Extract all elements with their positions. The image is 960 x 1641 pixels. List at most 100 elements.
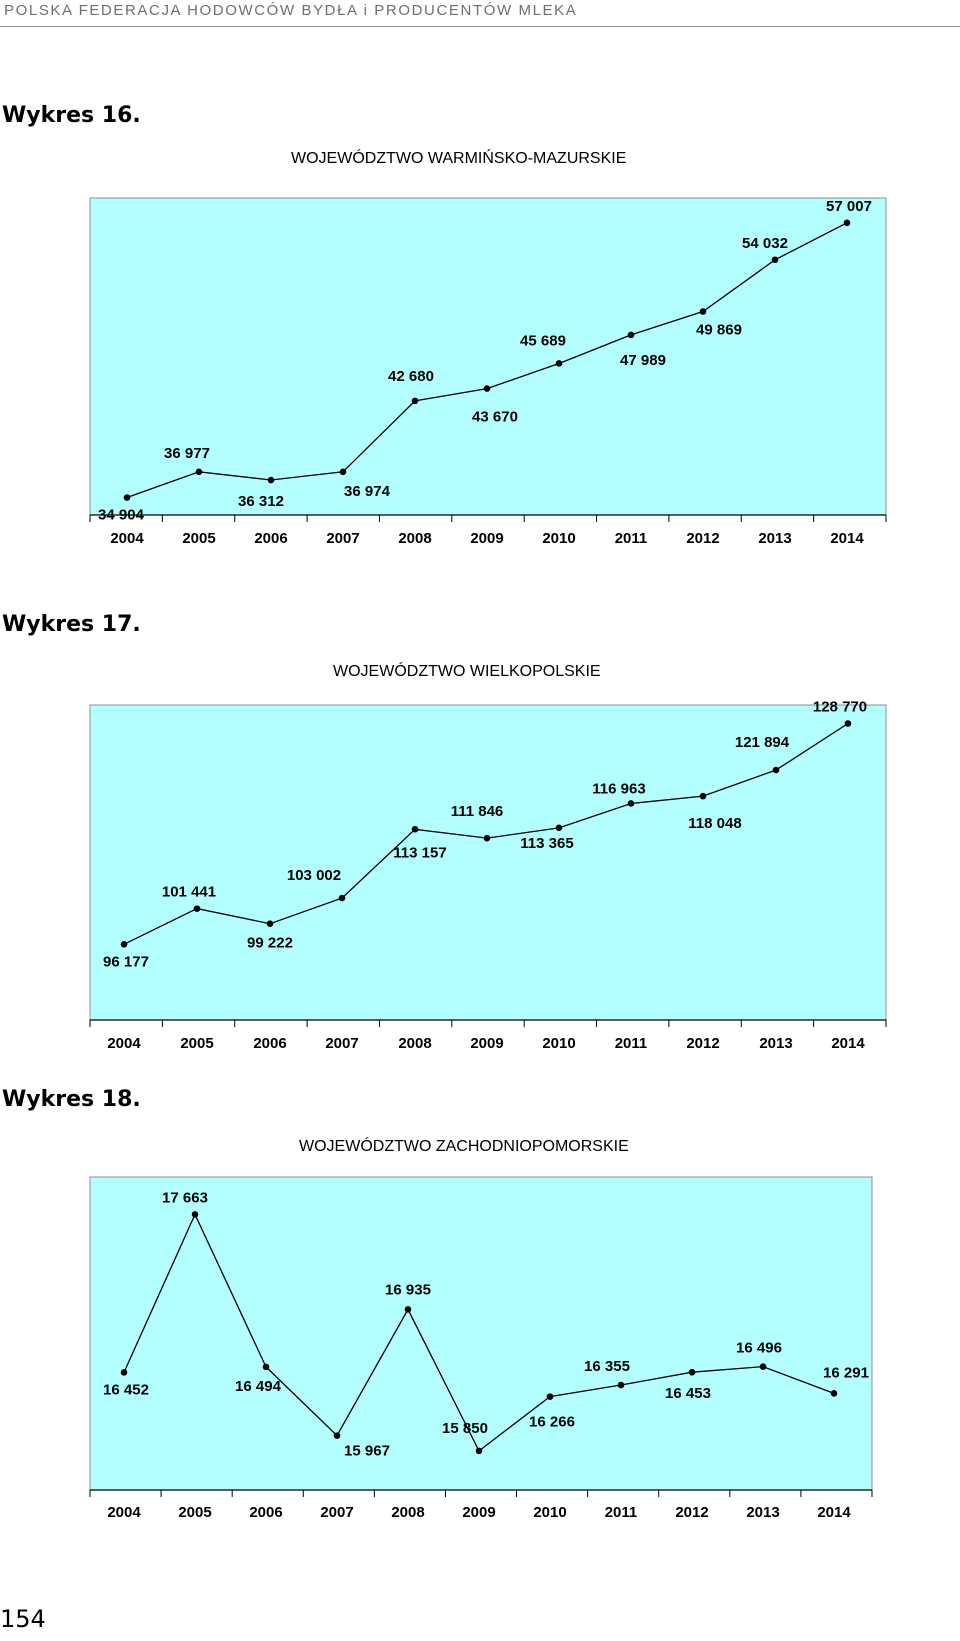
data-point-2009 [483, 834, 491, 842]
x-tick-label-2012: 2012 [686, 1035, 719, 1052]
data-point-2006 [262, 1363, 270, 1371]
data-point-2011 [627, 800, 635, 807]
data-label-2006: 99 222 [247, 935, 293, 952]
data-label-2010: 45 689 [520, 332, 566, 349]
x-tick-label-2011: 2011 [605, 1504, 638, 1521]
data-label-2012: 16 453 [665, 1385, 711, 1402]
data-point-2011 [627, 331, 635, 339]
header-text: POLSKA FEDERACJA HODOWCÓW BYDŁA i PRODUC… [4, 2, 578, 19]
x-tick-label-2005: 2005 [178, 1504, 211, 1521]
data-label-2008: 16 935 [385, 1281, 431, 1298]
data-label-2009: 15 850 [442, 1420, 488, 1437]
chart-17-label: Wykres 17. [2, 612, 141, 637]
data-label-2012: 49 869 [696, 322, 742, 339]
data-point-2004 [120, 1369, 128, 1376]
chart-18-title: WOJEWÓDZTWO ZACHODNIOPOMORSKIE [299, 1138, 629, 1155]
data-label-2011: 16 355 [584, 1358, 630, 1375]
data-point-2004 [123, 494, 131, 501]
data-label-2013: 121 894 [735, 734, 790, 751]
x-tick-label-2008: 2008 [398, 1035, 431, 1052]
data-point-2009 [483, 385, 491, 392]
x-tick-label-2009: 2009 [470, 530, 503, 547]
chart-16-label: Wykres 16. [2, 103, 141, 128]
x-tick-label-2013: 2013 [758, 530, 791, 547]
data-point-2004 [120, 940, 128, 948]
x-tick-label-2004: 2004 [107, 1035, 141, 1052]
page-number: 154 [0, 1605, 46, 1633]
data-label-2014: 128 770 [813, 698, 867, 715]
data-label-2012: 118 048 [688, 815, 741, 832]
data-label-2005: 36 977 [164, 445, 210, 462]
x-tick-label-2010: 2010 [542, 1035, 575, 1052]
x-tick-label-2004: 2004 [110, 530, 144, 547]
data-point-2013 [771, 256, 779, 264]
data-point-2014 [843, 219, 851, 227]
x-tick-label-2005: 2005 [180, 1035, 213, 1052]
data-label-2004: 34 904 [98, 507, 145, 524]
x-tick-label-2005: 2005 [182, 530, 215, 547]
x-tick-label-2012: 2012 [686, 530, 719, 547]
x-tick-label-2014: 2014 [831, 1035, 865, 1052]
data-label-2004: 96 177 [103, 953, 149, 970]
data-label-2004: 16 452 [103, 1381, 149, 1398]
data-point-2010 [555, 360, 563, 367]
data-label-2011: 116 963 [592, 780, 645, 797]
x-tick-label-2007: 2007 [326, 530, 359, 547]
x-tick-label-2013: 2013 [746, 1504, 779, 1521]
data-point-2009 [475, 1447, 483, 1455]
data-point-2006 [266, 920, 274, 927]
data-label-2009: 111 846 [451, 803, 504, 820]
data-point-2012 [699, 792, 707, 800]
x-tick-label-2006: 2006 [254, 530, 287, 547]
x-tick-label-2014: 2014 [817, 1504, 851, 1521]
data-label-2008: 42 680 [388, 368, 434, 385]
plot-area [89, 197, 887, 516]
data-label-2006: 16 494 [235, 1378, 282, 1395]
chart-17-plot: 96 177 101 441 99 222 103 002 113 157 111 846… [89, 698, 887, 1052]
x-tick-label-2006: 2006 [249, 1504, 282, 1521]
data-label-2005: 101 441 [162, 884, 216, 901]
data-point-2008 [411, 397, 419, 405]
data-label-2007: 103 002 [287, 867, 341, 884]
chart-18-label: Wykres 18. [2, 1087, 141, 1112]
data-point-2014 [844, 720, 852, 727]
chart-16-title: WOJEWÓDZTWO WARMIŃSKO-MAZURSKIE [291, 150, 627, 167]
data-point-2011 [617, 1381, 625, 1389]
data-point-2010 [555, 824, 563, 832]
x-tick-label-2008: 2008 [398, 530, 431, 547]
data-label-2007: 15 967 [344, 1443, 390, 1460]
page-header: POLSKA FEDERACJA HODOWCÓW BYDŁA i PRODUC… [0, 0, 960, 28]
data-label-2005: 17 663 [162, 1189, 208, 1206]
x-tick-label-2009: 2009 [470, 1035, 503, 1052]
plot-area [89, 1176, 873, 1491]
x-tick-label-2011: 2011 [615, 1035, 648, 1052]
x-tick-label-2013: 2013 [759, 1035, 792, 1052]
data-label-2010: 113 365 [520, 835, 573, 852]
data-point-2010 [546, 1393, 554, 1400]
header-divider [0, 26, 960, 27]
x-tick-label-2009: 2009 [462, 1504, 495, 1521]
x-tick-label-2010: 2010 [542, 530, 575, 547]
x-tick-label-2007: 2007 [320, 1504, 353, 1521]
x-tick-label-2008: 2008 [391, 1504, 424, 1521]
data-label-2014: 16 291 [823, 1364, 869, 1381]
chart-17-title: WOJEWÓDZTWO WIELKOPOLSKIE [333, 663, 601, 680]
chart-16-plot: 34 904 36 977 36 312 36 974 42 680 43 670 45 6… [89, 197, 887, 547]
data-point-2007 [338, 894, 346, 902]
data-point-2012 [699, 308, 707, 315]
x-tick-label-2012: 2012 [675, 1504, 708, 1521]
data-point-2005 [195, 468, 203, 476]
chart-18-plot: 16 452 17 663 16 494 15 967 16 935 15 850 16 2… [89, 1176, 873, 1521]
data-point-2007 [339, 468, 347, 476]
data-point-2008 [411, 825, 419, 833]
data-point-2005 [193, 905, 201, 912]
data-point-2006 [267, 476, 275, 484]
x-tick-label-2004: 2004 [107, 1504, 141, 1521]
data-point-2013 [772, 766, 780, 774]
data-label-2011: 47 989 [620, 352, 666, 369]
x-tick-label-2011: 2011 [615, 530, 648, 547]
plot-area [89, 704, 887, 1021]
x-tick-label-2007: 2007 [325, 1035, 358, 1052]
data-label-2013: 54 032 [742, 235, 788, 252]
data-point-2007 [333, 1432, 341, 1439]
